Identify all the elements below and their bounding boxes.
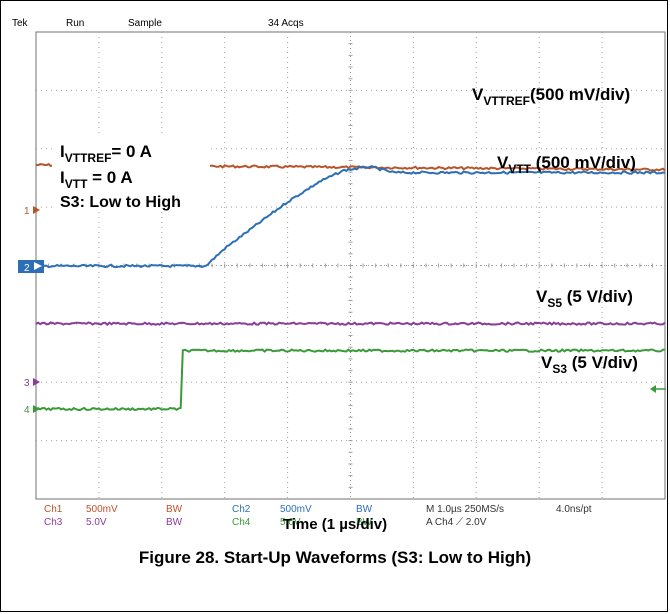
point-rate-readout: 4.0ns/pt	[556, 504, 592, 515]
acq-count-label: 34 Acqs	[268, 18, 304, 29]
ch3-marker-label: 3	[24, 378, 30, 389]
ch2-scale: 500mV	[280, 504, 312, 515]
ch4-marker: 4	[24, 405, 40, 416]
ch4-bw: BW	[356, 517, 373, 528]
ch1-scale: 500mV	[86, 504, 118, 515]
ch4-scale: 5.0V	[280, 517, 301, 528]
vs3-waveform	[35, 348, 666, 412]
timebase-readout: M 1.0µs 250MS/s	[426, 504, 504, 515]
vtt-annotation: VVTT (500 mV/div)	[497, 153, 636, 176]
vs3-annotation: VS3 (5 V/div)	[541, 353, 638, 376]
ch3-label: Ch3	[44, 517, 63, 528]
ch1-marker: 1	[24, 206, 40, 217]
s3-condition: S3: Low to High	[60, 194, 181, 211]
vtt-waveform	[35, 165, 666, 269]
ch2-marker: 2	[18, 260, 44, 274]
ch3-marker: 3	[24, 378, 40, 389]
figure-caption: Figure 28. Start-Up Waveforms (S3: Low t…	[138, 548, 532, 567]
ch1-label: Ch1	[44, 504, 63, 515]
run-state-label: Run	[66, 18, 84, 29]
ch4-label: Ch4	[232, 517, 251, 528]
ivttref-condition: IVTTREF= 0 A	[60, 142, 152, 165]
x-axis-label: Time (1 µs/div)	[282, 516, 388, 533]
vs5-annotation: VS5 (5 V/div)	[536, 287, 633, 310]
vs5-waveform	[35, 321, 666, 327]
brand-label: Tek	[12, 18, 29, 29]
ivtt-condition: IVTT = 0 A	[60, 168, 133, 191]
ch2-marker-label: 2	[24, 263, 30, 274]
ch2-label: Ch2	[232, 504, 251, 515]
ch1-bw: BW	[166, 504, 183, 515]
ch2-bw: BW	[356, 504, 373, 515]
test-conditions: IVTTREF= 0 A IVTT = 0 A S3: Low to High	[52, 134, 210, 212]
acq-mode-label: Sample	[128, 18, 162, 29]
trigger-readout: A Ch4 ⟋ 2.0V	[426, 517, 487, 528]
ch3-scale: 5.0V	[86, 517, 107, 528]
ch1-marker-label: 1	[24, 206, 30, 217]
status-readout: Ch1 500mV BW Ch2 500mV BW Ch3 5.0V BW Ch…	[44, 504, 592, 528]
ch4-marker-label: 4	[24, 405, 30, 416]
ch3-bw: BW	[166, 517, 183, 528]
vttref-annotation: VVTTREF(500 mV/div)	[472, 85, 630, 108]
trigger-level-arrow	[650, 385, 666, 393]
